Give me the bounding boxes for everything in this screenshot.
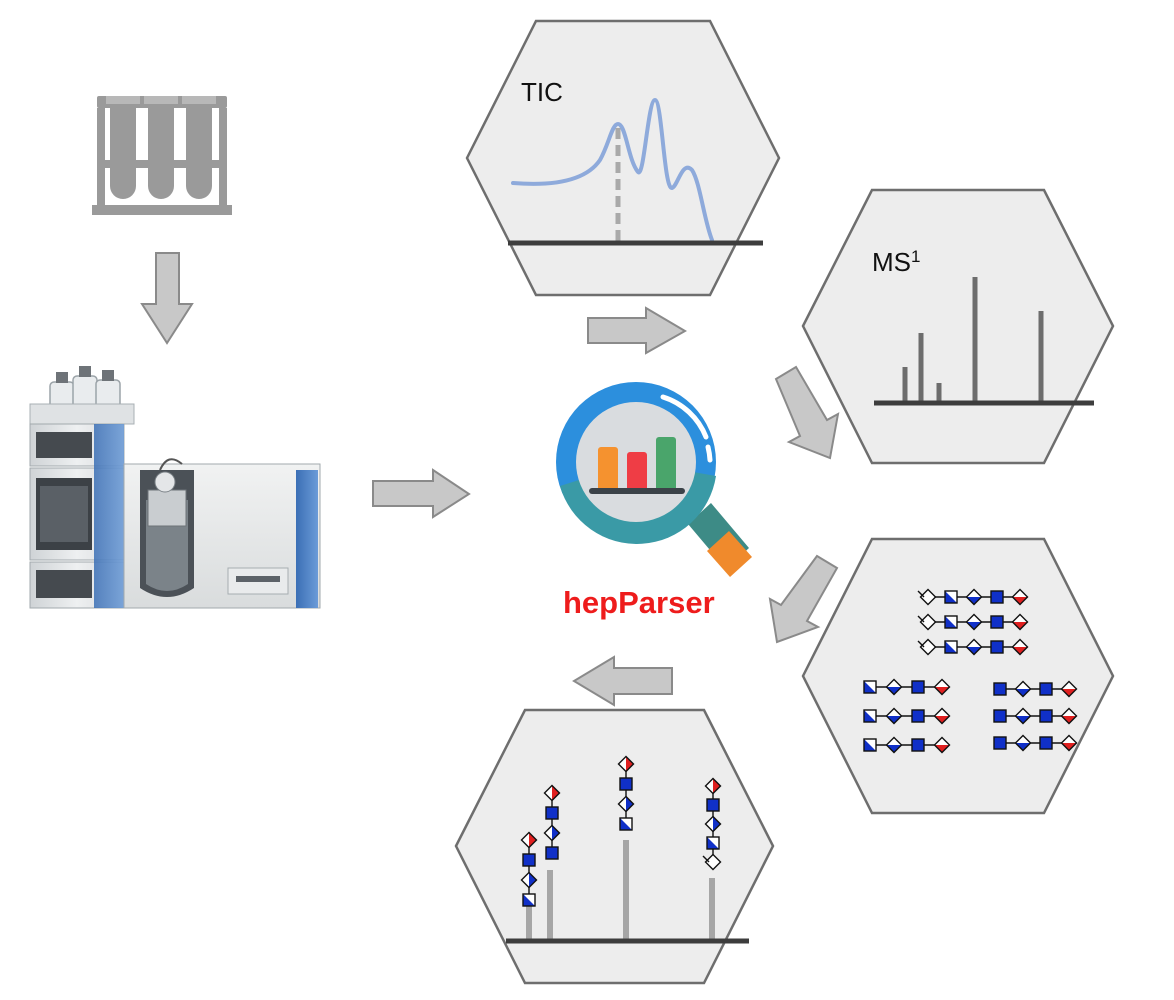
glycan-residue-halfsq: [863, 709, 877, 723]
glycan-residue-halfsq: [944, 615, 958, 629]
glycan-residue-sq: [1039, 736, 1053, 750]
glycan-library-right-group: [993, 680, 1078, 752]
glycan-chain-vertical: [520, 831, 538, 907]
glycan-residue-sq: [911, 680, 925, 694]
glycan-residue-sq: [619, 777, 633, 791]
glycan-residue-diar: [1011, 613, 1029, 631]
glycan-residue-halfsq: [863, 738, 877, 752]
glycan-residue-dia: [617, 795, 635, 813]
glycan-residue-dia: [965, 613, 983, 631]
glycan-residue-nr: [702, 853, 722, 871]
glycan-residue-nr: [917, 613, 937, 631]
glycan-residue-halfsq: [944, 590, 958, 604]
glycan-residue-halfsq: [944, 640, 958, 654]
glycan-residue-sq: [545, 806, 559, 820]
glycan-chain: [863, 707, 951, 725]
glycan-residue-nr: [917, 638, 937, 656]
glycan-residue-dia: [543, 824, 561, 842]
tic-chromatogram-trace: [511, 97, 714, 242]
glycan-residue-sq: [1039, 682, 1053, 696]
glycan-chain: [993, 680, 1078, 698]
ms1-label: MS1: [872, 247, 920, 277]
glycan-chain-vertical: [702, 777, 722, 871]
annotated-glycan-structures: [520, 755, 722, 907]
glycan-residue-sq: [1039, 709, 1053, 723]
glycan-residue-dia: [704, 815, 722, 833]
arrow-down-right-ms1: [774, 365, 840, 460]
tic-label: TIC: [521, 77, 563, 107]
glycan-residue-sq: [993, 682, 1007, 696]
glycan-residue-dia: [965, 638, 983, 656]
glycan-residue-diar: [704, 777, 722, 795]
glycan-chain: [917, 638, 1029, 656]
glycan-residue-diar: [543, 784, 561, 802]
glycan-residue-sq: [911, 738, 925, 752]
arrow-left-result: [572, 655, 673, 707]
glycan-residue-diar: [1011, 638, 1029, 656]
lc-ms-instrument-image: [29, 366, 321, 609]
arrow-right-tic: [587, 306, 688, 355]
glycan-residue-diar: [933, 707, 951, 725]
ms1-hexagon: MS1: [801, 188, 1115, 465]
glycan-residue-dia: [885, 678, 903, 696]
hepparser-title: hepParser: [563, 585, 715, 620]
glycan-residue-halfsq: [706, 836, 720, 850]
glycan-residue-diar: [1060, 734, 1078, 752]
glycan-library-left-group: [863, 678, 951, 754]
ms1-spectrum-peaks: [902, 277, 1044, 403]
hepparser-logo-icon: [556, 382, 752, 577]
arrow-right-lcms: [372, 468, 471, 519]
glycan-residue-halfsq: [863, 680, 877, 694]
arrow-down: [140, 252, 194, 345]
glycan-residue-diar: [1011, 588, 1029, 606]
glycan-library-top-group: [917, 588, 1029, 656]
glycan-residue-sq: [706, 798, 720, 812]
glycan-residue-diar: [933, 736, 951, 754]
glycan-chain: [993, 707, 1078, 725]
glycan-residue-halfsq: [619, 817, 633, 831]
glycan-residue-diar: [617, 755, 635, 773]
annotated-spectrum-hexagon: [454, 708, 775, 985]
glycan-residue-halfsq: [522, 893, 536, 907]
glycan-chain: [863, 678, 951, 696]
glycan-residue-diar: [933, 678, 951, 696]
glycan-chain-vertical: [543, 784, 561, 860]
glycan-residue-sq: [990, 590, 1004, 604]
glycan-residue-diar: [1060, 680, 1078, 698]
glycan-residue-sq: [990, 615, 1004, 629]
glycan-residue-dia: [1014, 680, 1032, 698]
glycan-library-hexagon: [801, 537, 1115, 815]
glycan-chain: [993, 734, 1078, 752]
glycan-chain: [917, 588, 1029, 606]
glycan-residue-dia: [520, 871, 538, 889]
glycan-residue-diar: [520, 831, 538, 849]
glycan-residue-sq: [993, 709, 1007, 723]
glycan-residue-sq: [911, 709, 925, 723]
test-tubes-icon: [92, 96, 232, 215]
glycan-residue-sq: [545, 846, 559, 860]
glycan-residue-sq: [993, 736, 1007, 750]
glycan-residue-diar: [1060, 707, 1078, 725]
glycan-residue-dia: [885, 736, 903, 754]
glycan-chain: [917, 613, 1029, 631]
glycan-chain-vertical: [617, 755, 635, 831]
glycan-residue-dia: [965, 588, 983, 606]
glycan-chain: [863, 736, 951, 754]
glycan-residue-dia: [1014, 707, 1032, 725]
tic-hexagon: TIC: [465, 19, 781, 297]
glycan-residue-sq: [990, 640, 1004, 654]
glycan-residue-nr: [917, 588, 937, 606]
glycan-residue-dia: [885, 707, 903, 725]
glycan-residue-dia: [1014, 734, 1032, 752]
glycan-residue-sq: [522, 853, 536, 867]
arrow-down-left-library: [768, 554, 839, 644]
